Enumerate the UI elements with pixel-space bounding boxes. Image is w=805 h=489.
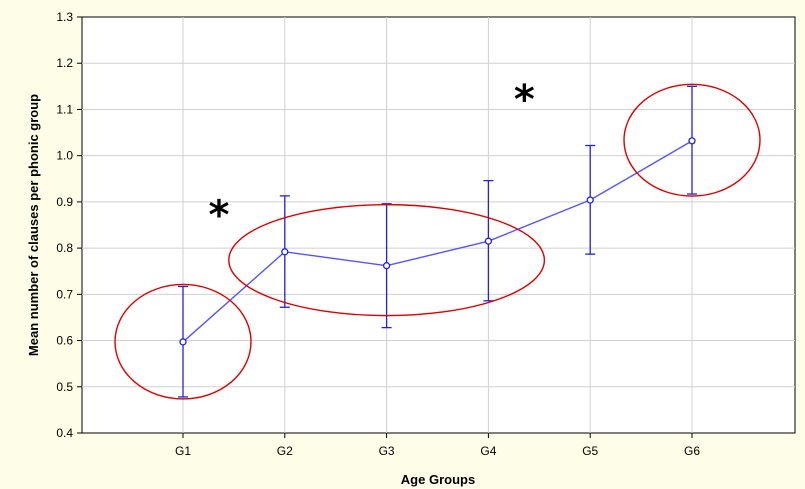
y-tick-label: 1.1 bbox=[56, 102, 73, 116]
highlight-ellipse bbox=[114, 283, 252, 400]
data-point bbox=[281, 248, 289, 256]
series bbox=[179, 137, 696, 346]
highlight-ellipse bbox=[228, 203, 546, 317]
y-tick-label: 1.2 bbox=[56, 56, 73, 70]
highlight-ellipse bbox=[623, 83, 761, 197]
x-tick-label: G4 bbox=[480, 444, 496, 458]
series-line bbox=[182, 140, 693, 343]
y-tick-label: 1.3 bbox=[56, 10, 73, 24]
x-tick-label: G3 bbox=[379, 444, 395, 458]
data-point bbox=[179, 338, 187, 346]
y-tick-label: 0.4 bbox=[56, 426, 73, 440]
x-tick-label: G1 bbox=[175, 444, 191, 458]
plot-area bbox=[81, 16, 796, 434]
annotations: ** bbox=[208, 77, 534, 239]
data-point bbox=[484, 237, 493, 245]
y-axis-title: Mean number of clauses per phonic group bbox=[26, 94, 41, 356]
data-point bbox=[586, 196, 594, 204]
x-axis-title: Age Groups bbox=[401, 472, 475, 487]
y-tick-label: 0.7 bbox=[56, 287, 73, 301]
y-tick-label: 1.0 bbox=[56, 149, 73, 163]
significance-star: * bbox=[208, 193, 229, 239]
y-tick-label: 0.8 bbox=[56, 241, 73, 255]
x-tick-label: G5 bbox=[582, 444, 598, 458]
x-axis: G1 G2 G3 G4 G5 G6 bbox=[175, 433, 700, 458]
significance-star: * bbox=[514, 77, 535, 123]
y-tick-label: 0.6 bbox=[56, 334, 73, 348]
highlight-ellipses bbox=[114, 83, 761, 400]
data-point bbox=[688, 137, 696, 145]
y-axis: 0.4 0.5 0.6 0.7 0.8 0.9 1.0 1.1 1.2 1.3 bbox=[56, 10, 82, 440]
y-tick-label: 0.9 bbox=[56, 195, 73, 209]
x-tick-label: G2 bbox=[277, 444, 293, 458]
x-tick-label: G6 bbox=[684, 444, 700, 458]
y-tick-label: 0.5 bbox=[56, 380, 73, 394]
data-point bbox=[382, 262, 391, 270]
